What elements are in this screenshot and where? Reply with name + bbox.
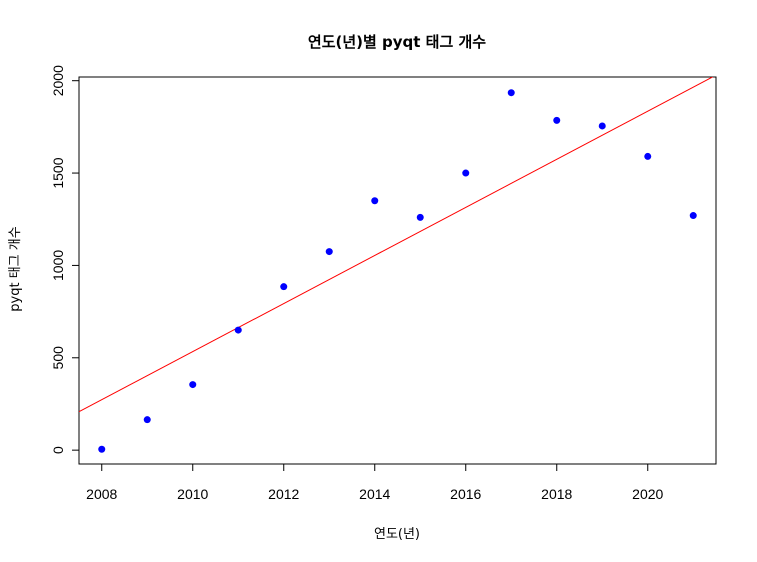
x-tick-label: 2012	[268, 486, 299, 502]
x-axis-label: 연도(년)	[374, 527, 420, 542]
plot-area: 2008 2010 2012 2014 2016 2018 2020 0 500 1000 1500…	[50, 65, 717, 502]
data-point	[689, 212, 697, 220]
chart-title: 연도(년)별 pyqt 태그 개수	[308, 33, 486, 51]
x-tick-label: 2010	[177, 486, 208, 502]
x-tick-label: 2018	[541, 486, 572, 502]
data-point	[553, 116, 561, 124]
y-tick-label: 500	[50, 346, 66, 370]
data-point	[644, 152, 652, 160]
data-point	[416, 213, 424, 221]
data-point	[280, 283, 288, 291]
plot-frame	[78, 76, 717, 465]
y-tick-label: 1000	[50, 250, 66, 281]
data-point	[234, 326, 242, 334]
x-tick-label: 2008	[86, 486, 117, 502]
y-tick-label: 2000	[50, 65, 66, 96]
y-axis-label: pyqt 태그 개수	[8, 226, 23, 311]
data-point	[325, 248, 333, 256]
regression-line	[79, 77, 714, 413]
data-point	[143, 416, 151, 424]
data-point	[189, 381, 197, 389]
data-point	[507, 89, 515, 97]
y-tick-label: 1500	[50, 157, 66, 188]
data-point	[598, 122, 606, 130]
x-tick-label: 2016	[450, 486, 481, 502]
data-point	[462, 169, 470, 177]
x-tick-label: 2014	[359, 486, 390, 502]
y-tick-label: 0	[50, 446, 66, 454]
data-point	[98, 445, 106, 453]
data-point	[371, 197, 379, 205]
x-tick-label: 2020	[632, 486, 663, 502]
